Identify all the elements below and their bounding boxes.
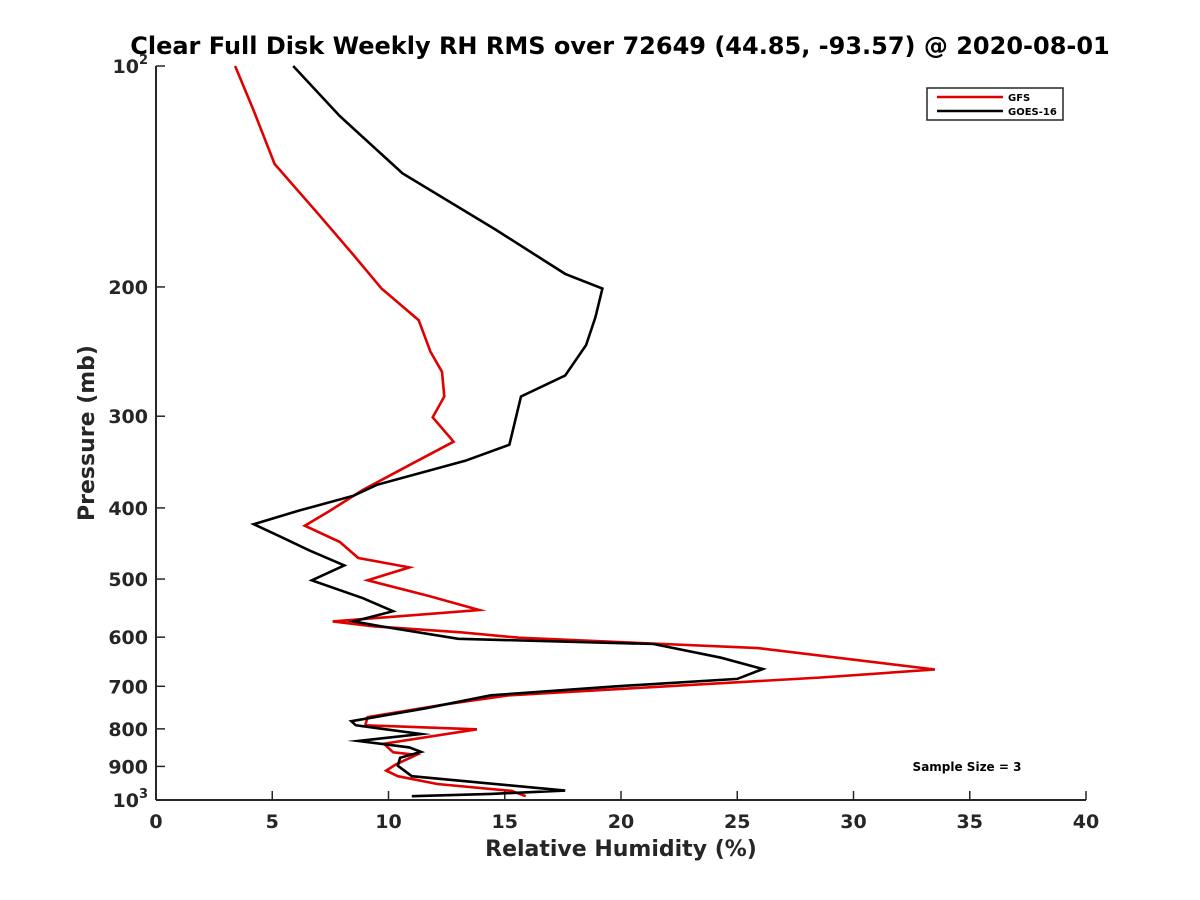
y-tick-label: 102 (113, 53, 149, 78)
legend-box (926, 87, 1064, 121)
y-tick-label: 600 (108, 627, 148, 649)
x-ticks: 0 5 10 15 20 25 30 35 40 (149, 791, 1099, 833)
legend-label: GOES-16 (1008, 107, 1057, 118)
x-tick-label: 15 (492, 811, 518, 833)
plot-area: 0 5 10 15 20 25 30 35 40 10220030040050060070080… (108, 53, 1099, 833)
y-tick-exponent: 3 (139, 787, 148, 802)
chart-title: Clear Full Disk Weekly RH RMS over 72649… (130, 32, 1110, 60)
y-tick-label: 103 (113, 787, 149, 812)
y-tick-base: 800 (108, 719, 148, 741)
y-tick-exponent: 2 (139, 53, 148, 68)
y-tick-label: 200 (108, 277, 148, 299)
y-tick-base: 300 (108, 406, 148, 428)
x-tick-label: 0 (149, 811, 162, 833)
x-axis-label: Relative Humidity (%) (485, 837, 757, 862)
series-lines (233, 65, 936, 798)
y-axis-label: Pressure (mb) (75, 345, 100, 521)
x-tick-label: 40 (1073, 811, 1099, 833)
x-tick-label: 10 (375, 811, 401, 833)
y-tick-label: 500 (108, 569, 148, 591)
y-tick-base: 600 (108, 627, 148, 649)
y-tick-base: 400 (108, 498, 148, 520)
series-line-goes-16 (250, 65, 767, 798)
y-tick-base: 900 (108, 756, 148, 778)
sample-size-annotation: Sample Size = 3 (913, 760, 1022, 774)
y-tick-label: 900 (108, 756, 148, 778)
x-tick-label: 5 (266, 811, 279, 833)
y-tick-label: 700 (108, 676, 148, 698)
x-tick-label: 30 (840, 811, 866, 833)
x-tick-label: 20 (608, 811, 634, 833)
x-tick-label: 35 (957, 811, 983, 833)
x-tick-label: 25 (724, 811, 750, 833)
y-tick-base: 10 (113, 56, 139, 78)
y-tick-label: 800 (108, 719, 148, 741)
legend-label: GFS (1008, 93, 1030, 104)
y-tick-base: 200 (108, 277, 148, 299)
y-tick-base: 500 (108, 569, 148, 591)
legend: GFS GOES-16 (926, 87, 1064, 121)
y-tick-base: 10 (113, 790, 139, 812)
series-line-gfs (233, 65, 936, 798)
y-tick-label: 300 (108, 406, 148, 428)
y-tick-label: 400 (108, 498, 148, 520)
y-tick-base: 700 (108, 676, 148, 698)
